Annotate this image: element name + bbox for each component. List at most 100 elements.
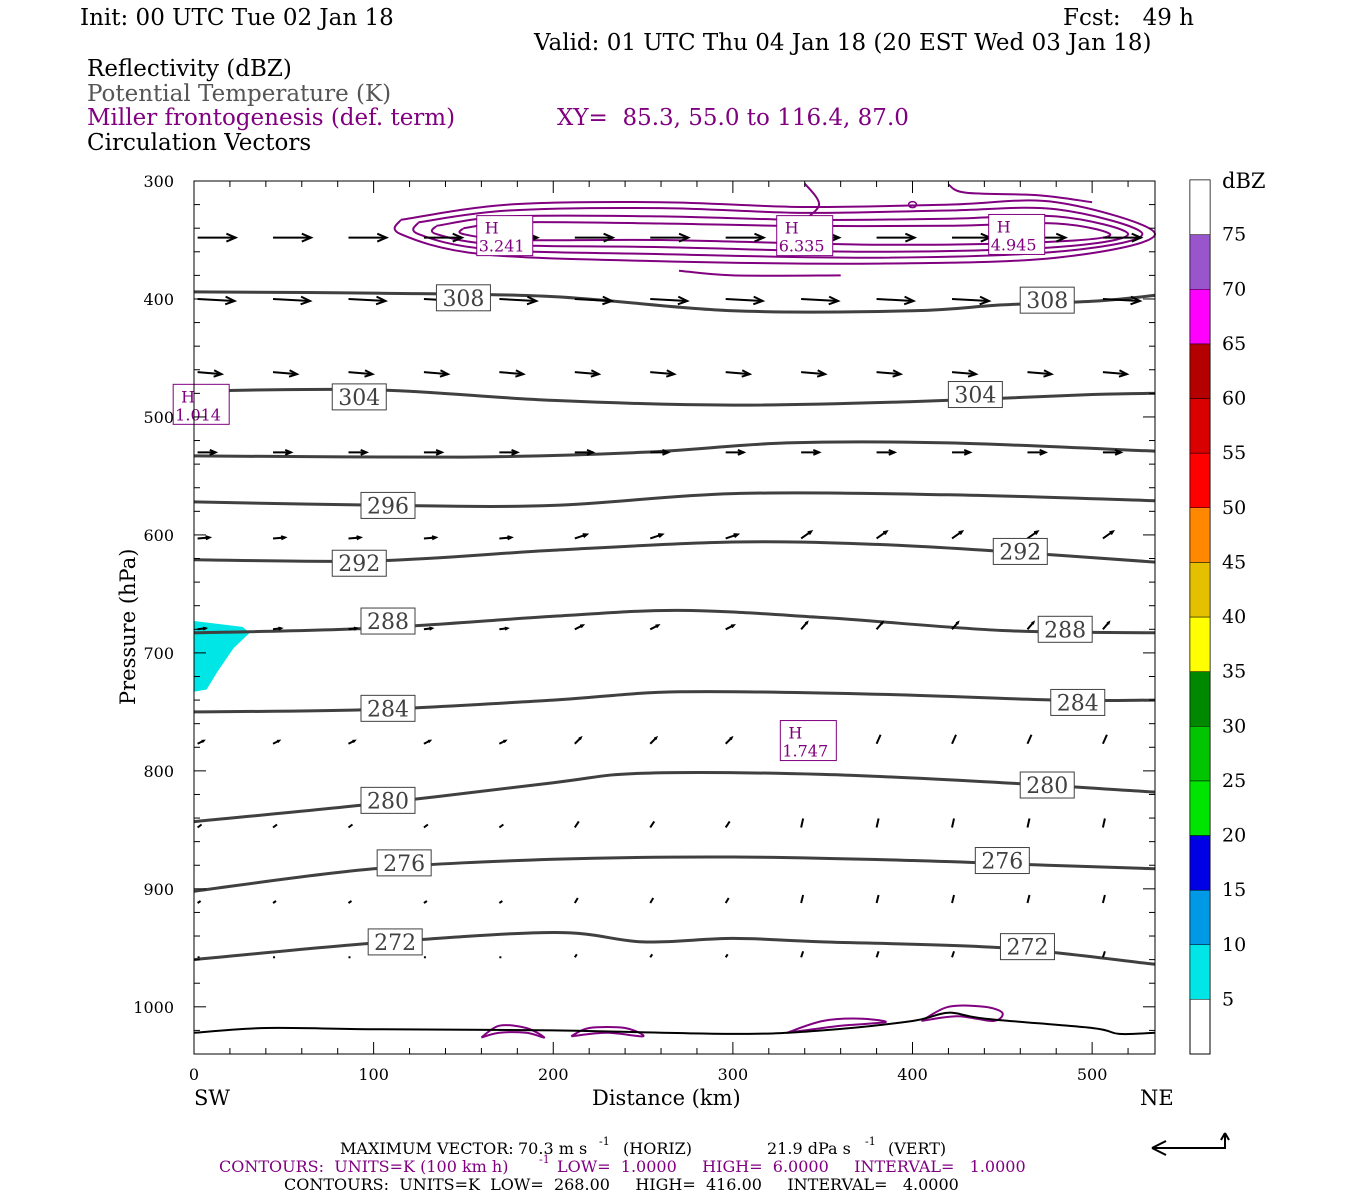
vector-head — [301, 232, 314, 243]
colorbar-label: 10 — [1222, 934, 1246, 956]
vector-head — [1118, 369, 1130, 378]
vector-head — [602, 295, 615, 306]
vector-head — [209, 448, 219, 456]
vector-head — [353, 626, 360, 631]
vector-shaft — [272, 900, 277, 904]
vector-shaft — [876, 297, 914, 302]
x-tick-label: 300 — [718, 1065, 749, 1084]
x-tick-label: 0 — [189, 1065, 199, 1084]
theta-contour-280 — [193, 771, 1156, 824]
vector-shaft — [498, 900, 503, 904]
colorbar-swatch — [1189, 452, 1211, 508]
reflectivity-layer — [194, 621, 250, 692]
colorbar-swatch — [1189, 889, 1211, 945]
frontogenesis-contours — [393, 182, 1157, 1039]
theta-contour-284 — [193, 690, 1156, 714]
colorbar-label: 35 — [1222, 661, 1246, 683]
vector-head — [754, 232, 767, 243]
colorbar-label: 60 — [1222, 388, 1246, 410]
colorbar-units: dBZ — [1222, 169, 1265, 193]
vector-shaft — [951, 950, 955, 958]
vector-shaft — [348, 371, 373, 376]
x-tick-label: 100 — [358, 1065, 389, 1084]
fronto-contour — [678, 269, 841, 277]
vector-head — [903, 295, 917, 306]
theta-label-box — [360, 491, 416, 519]
vector-shaft — [1026, 894, 1031, 904]
colorbar-swatch — [1189, 398, 1211, 454]
fronto-contour-exp: -1 — [539, 1153, 550, 1166]
vector-head — [677, 295, 690, 306]
x-axis-label: Distance (km) — [592, 1086, 741, 1110]
vector-head — [657, 533, 665, 538]
theta-label-box — [360, 694, 416, 722]
theta-contour-288 — [193, 608, 1156, 635]
max-vector-vert: 21.9 dPa s — [767, 1139, 851, 1158]
fronto-contour — [907, 200, 918, 209]
max-vector-horiz-tag: (HORIZ) — [623, 1139, 693, 1158]
field-reflectivity: Reflectivity (dBZ) — [87, 56, 292, 82]
vector-shaft — [649, 897, 655, 904]
colorbar-label: 70 — [1222, 278, 1246, 300]
vector-shaft — [951, 734, 957, 745]
theta-label-box — [974, 847, 1030, 875]
vector-head — [284, 448, 294, 456]
theta-label-284: 284 — [367, 697, 409, 722]
max-vector-vert-exp: -1 — [865, 1135, 876, 1148]
vector-head — [1114, 448, 1124, 456]
vector-shaft — [1102, 297, 1140, 302]
theta-label-280: 280 — [367, 789, 409, 814]
theta-label-box — [435, 284, 491, 312]
y-tick-label: 1000 — [133, 998, 174, 1017]
vector-head — [364, 369, 376, 378]
vector-shaft — [423, 371, 449, 376]
fronto-high-h: H — [997, 217, 1011, 236]
fronto-surface-contour — [921, 1004, 1004, 1023]
theta-label-box — [1019, 771, 1075, 799]
vector-head — [504, 626, 510, 631]
fronto-contour — [412, 206, 1144, 259]
vector-head — [958, 529, 965, 535]
theta-contour-296 — [193, 491, 1156, 508]
vector-head — [882, 529, 889, 535]
vector-shaft — [875, 734, 882, 745]
vector-shaft — [725, 297, 763, 302]
vector-head — [979, 295, 992, 306]
vector-head — [1109, 529, 1116, 535]
vector-head — [967, 369, 979, 378]
vector-shaft — [724, 897, 730, 904]
vector-head — [963, 448, 973, 456]
theta-contour-308 — [193, 290, 1156, 314]
vector-head — [730, 624, 736, 629]
init-time: Init: 00 UTC Tue 02 Jan 18 — [80, 5, 394, 31]
vector-shaft — [1101, 950, 1106, 958]
fronto-high-h: H — [181, 387, 195, 406]
y-tick-label: 800 — [143, 762, 174, 781]
theta-label-276: 276 — [383, 852, 425, 877]
colorbar-label: 55 — [1222, 442, 1246, 464]
vector-head — [1130, 295, 1143, 306]
x-tick-label: 200 — [538, 1065, 569, 1084]
vector-head — [431, 535, 439, 541]
vector-head — [507, 535, 514, 541]
colorbar-swatch — [1189, 671, 1211, 727]
colorbar-label: 65 — [1222, 333, 1246, 355]
y-tick-label: 600 — [143, 526, 174, 545]
vector-head — [280, 535, 288, 541]
vector-head — [439, 369, 451, 378]
vector-head — [603, 232, 616, 243]
vector-head — [807, 529, 814, 535]
vector-head — [662, 448, 671, 456]
max-vector-horiz-exp: -1 — [599, 1135, 610, 1148]
vector-head — [428, 626, 435, 631]
vector-shaft — [574, 297, 612, 302]
theta-label-box — [376, 849, 432, 877]
y-tick-label: 500 — [143, 408, 174, 427]
colorbar-swatch — [1189, 780, 1211, 836]
vector-shaft — [499, 371, 524, 376]
theta-label-284: 284 — [1057, 691, 1099, 716]
vector-head — [452, 232, 465, 243]
vector-shaft — [725, 371, 750, 376]
vector-shaft — [649, 953, 654, 958]
